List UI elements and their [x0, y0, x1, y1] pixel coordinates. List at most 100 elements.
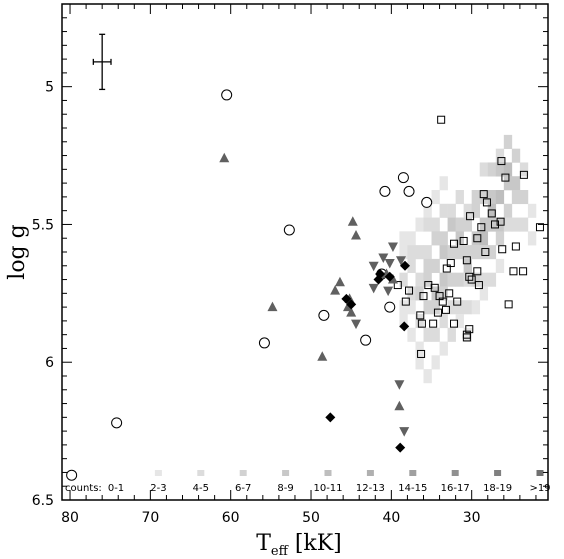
triangle-down-point: [383, 286, 394, 297]
open-square-point: [466, 212, 475, 221]
density-cell: [495, 258, 505, 273]
density-cell: [407, 286, 416, 301]
y-tick-label: 6: [45, 355, 54, 371]
diamond-point: [341, 293, 352, 304]
open-square-point: [519, 170, 528, 179]
x-tick-label: 30: [463, 510, 481, 526]
open-square-point: [504, 300, 513, 309]
open-circle-point: [379, 185, 391, 197]
open-square-point: [459, 236, 468, 245]
density-cell: [447, 272, 456, 287]
counts-bin-label: 2-3: [150, 483, 166, 494]
open-square-point: [479, 190, 488, 199]
open-square-point: [482, 198, 491, 207]
density-cell: [439, 272, 448, 287]
x-tick-label: 40: [382, 510, 400, 526]
density-cell: [479, 245, 489, 260]
density-cell: [479, 286, 489, 301]
open-square-point: [462, 256, 471, 265]
density-cell: [407, 231, 416, 246]
counts-bin-label: 8-9: [277, 483, 293, 494]
triangle-up-point: [346, 307, 357, 317]
counts-bin-label: 0-1: [108, 483, 124, 494]
open-square-point: [433, 308, 442, 317]
density-cell: [479, 272, 489, 287]
density-cell: [479, 162, 489, 177]
density-cell: [415, 314, 424, 329]
triangle-up-point: [267, 301, 278, 312]
x-tick-label: 50: [302, 510, 320, 526]
diamond-point: [384, 271, 395, 282]
counts-bin-label: 10-11: [313, 483, 342, 494]
density-cell: [431, 355, 440, 370]
triangle-up-point: [347, 216, 358, 226]
density-cell: [503, 134, 513, 149]
diamond-point: [325, 412, 336, 423]
open-circle-point: [66, 469, 78, 481]
density-cell: [399, 245, 408, 260]
x-tick-label: 80: [61, 510, 79, 526]
open-square-point: [477, 223, 486, 232]
density-cell: [407, 258, 416, 273]
density-cell: [431, 327, 440, 342]
density-cell: [415, 355, 424, 370]
triangle-down-point: [368, 283, 379, 294]
density-cell: [503, 162, 513, 177]
open-square-point: [519, 267, 528, 276]
open-circle-point: [421, 196, 433, 208]
open-circle-point: [397, 172, 409, 184]
open-square-point: [509, 267, 518, 276]
density-cell: [487, 203, 497, 218]
open-square-point: [430, 283, 439, 292]
density-cell: [495, 148, 505, 163]
counts-bin-label: 16-17: [441, 483, 470, 494]
open-circle-point: [384, 301, 396, 313]
open-square-point: [498, 245, 507, 254]
counts-swatch: [536, 470, 544, 476]
counts-swatch: [197, 470, 205, 476]
density-cell: [511, 217, 521, 232]
y-tick-label: 5: [45, 80, 54, 96]
y-tick-label: 5.5: [32, 217, 54, 233]
density-cell: [455, 300, 464, 315]
density-cell: [471, 190, 481, 205]
density-cell: [479, 231, 489, 246]
density-cell: [479, 217, 489, 232]
counts-swatch: [239, 470, 247, 476]
open-square-point: [450, 319, 459, 328]
density-cell: [495, 190, 505, 205]
density-cell: [407, 300, 416, 315]
triangle-down-point: [378, 253, 389, 264]
open-square-point: [496, 217, 505, 226]
density-cell: [399, 314, 408, 329]
density-cell: [399, 231, 408, 246]
open-square-point: [453, 297, 462, 306]
open-square-point: [417, 349, 426, 358]
density-cell: [527, 231, 537, 246]
y-tick-label: 6.5: [32, 493, 54, 509]
density-cell: [447, 245, 456, 260]
open-square-point: [467, 275, 476, 284]
y-axis-title: log g: [5, 224, 30, 279]
open-square-point: [487, 209, 496, 218]
density-cell: [519, 190, 529, 205]
open-square-point: [450, 239, 459, 248]
triangle-down-point: [368, 261, 379, 272]
density-cell: [463, 258, 472, 273]
open-circle-point: [318, 309, 330, 321]
open-square-point: [445, 289, 454, 298]
density-cell: [503, 176, 513, 191]
open-circle-point: [403, 185, 415, 197]
density-cell: [471, 272, 481, 287]
density-cell: [447, 217, 456, 232]
density-cell: [415, 341, 424, 356]
open-square-point: [490, 220, 499, 229]
density-cell: [439, 245, 448, 260]
counts-bin-label: 6-7: [235, 483, 251, 494]
x-tick-label: 60: [222, 510, 240, 526]
open-square-point: [401, 297, 410, 306]
counts-swatch: [451, 470, 459, 476]
density-cell: [415, 272, 424, 287]
open-square-point: [462, 333, 471, 342]
